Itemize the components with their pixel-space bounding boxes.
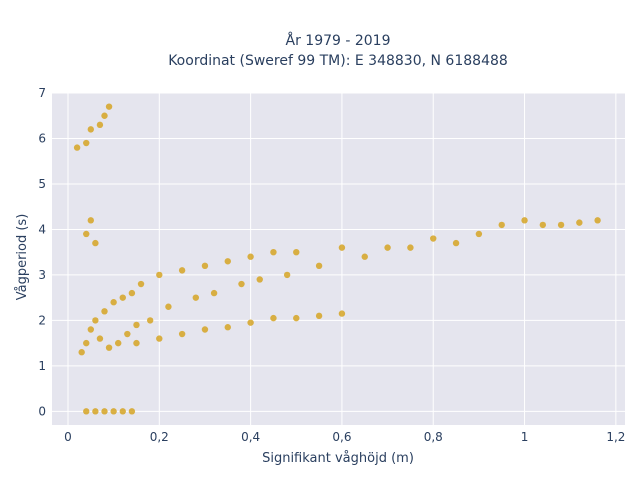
- data-point: [133, 339, 140, 347]
- data-point: [475, 230, 483, 238]
- data-point: [101, 308, 108, 315]
- data-point: [224, 324, 231, 331]
- data-point: [83, 339, 90, 347]
- data-point: [137, 280, 145, 288]
- data-point: [293, 248, 300, 256]
- data-points: [73, 103, 601, 415]
- x-tick-label: 0,8: [424, 430, 443, 444]
- y-tick-label: 7: [38, 86, 46, 100]
- data-point: [315, 312, 323, 320]
- data-point: [256, 276, 263, 283]
- data-point: [96, 335, 104, 342]
- data-point: [238, 280, 245, 288]
- data-point: [110, 299, 117, 306]
- data-point: [384, 244, 391, 251]
- y-tick-label: 4: [38, 222, 46, 236]
- data-point: [201, 326, 209, 333]
- data-point: [270, 248, 277, 256]
- data-point: [165, 303, 172, 310]
- data-point: [87, 326, 95, 333]
- data-point: [119, 408, 126, 415]
- data-point: [101, 112, 108, 119]
- chart-title-line1: År 1979 - 2019: [286, 32, 391, 49]
- data-point: [78, 349, 85, 356]
- y-axis-title: Vågperiod (s): [15, 214, 30, 301]
- chart-title-line2: Koordinat (Sweref 99 TM): E 348830, N 61…: [168, 53, 508, 69]
- data-point: [315, 262, 323, 270]
- data-point: [293, 314, 300, 322]
- data-point: [87, 126, 95, 133]
- data-point: [201, 262, 209, 270]
- data-point: [92, 408, 99, 415]
- data-point: [539, 221, 547, 229]
- data-point: [83, 408, 90, 415]
- data-point: [210, 289, 218, 297]
- data-point: [247, 319, 254, 326]
- x-tick-label: 0: [64, 430, 72, 444]
- x-tick-label: 1: [521, 430, 529, 444]
- x-tick-label: 0,2: [150, 430, 169, 444]
- data-point: [128, 289, 136, 297]
- data-point: [124, 330, 131, 338]
- data-point: [156, 271, 163, 279]
- y-tick-label: 5: [38, 177, 46, 191]
- y-axis-ticks: 0 1 2 3 4 5 6 7: [38, 86, 46, 418]
- data-point: [156, 335, 163, 342]
- data-point: [101, 408, 108, 415]
- data-point: [283, 271, 291, 279]
- data-point: [105, 344, 113, 351]
- data-point: [178, 267, 186, 274]
- x-tick-label: 1,2: [606, 430, 625, 444]
- plot-area: [52, 93, 625, 425]
- data-point: [338, 310, 346, 317]
- data-point: [110, 408, 117, 415]
- data-point: [146, 317, 154, 324]
- data-point: [407, 244, 414, 251]
- y-tick-label: 6: [38, 131, 46, 145]
- data-point: [452, 239, 460, 247]
- data-point: [92, 239, 99, 247]
- x-tick-label: 0,6: [332, 430, 351, 444]
- data-point: [133, 321, 140, 329]
- data-point: [224, 258, 231, 265]
- y-tick-label: 0: [38, 404, 46, 418]
- data-point: [576, 219, 583, 226]
- y-tick-label: 1: [38, 359, 46, 373]
- data-point: [115, 339, 122, 347]
- data-point: [73, 144, 81, 151]
- data-point: [338, 244, 346, 251]
- data-point: [83, 230, 90, 238]
- data-point: [270, 314, 277, 322]
- data-point: [96, 121, 104, 129]
- y-tick-label: 2: [38, 313, 46, 327]
- data-point: [128, 408, 136, 415]
- data-point: [192, 294, 200, 301]
- data-point: [119, 294, 126, 301]
- data-point: [557, 221, 565, 229]
- x-tick-label: 0,4: [241, 430, 260, 444]
- data-point: [247, 253, 254, 260]
- data-point: [521, 217, 528, 224]
- x-axis-ticks: 0 0,2 0,4 0,6 0,8 1 1,2: [64, 430, 625, 444]
- y-tick-label: 3: [38, 268, 46, 282]
- data-point: [92, 317, 99, 324]
- data-point: [430, 235, 437, 242]
- x-axis-title: Signifikant våghöjd (m): [262, 451, 414, 466]
- data-point: [361, 253, 368, 260]
- data-point: [83, 139, 90, 147]
- data-point: [87, 217, 95, 224]
- data-point: [498, 221, 505, 229]
- data-point: [178, 330, 186, 338]
- data-point: [105, 103, 113, 110]
- data-point: [594, 217, 601, 224]
